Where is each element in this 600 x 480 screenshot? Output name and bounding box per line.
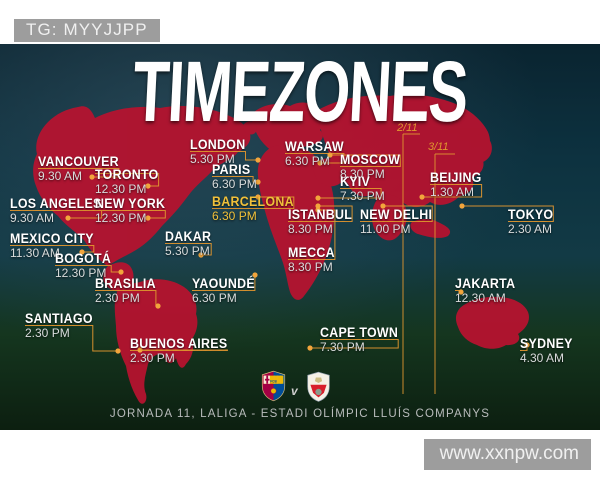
svg-text:FCB: FCB	[270, 379, 277, 383]
